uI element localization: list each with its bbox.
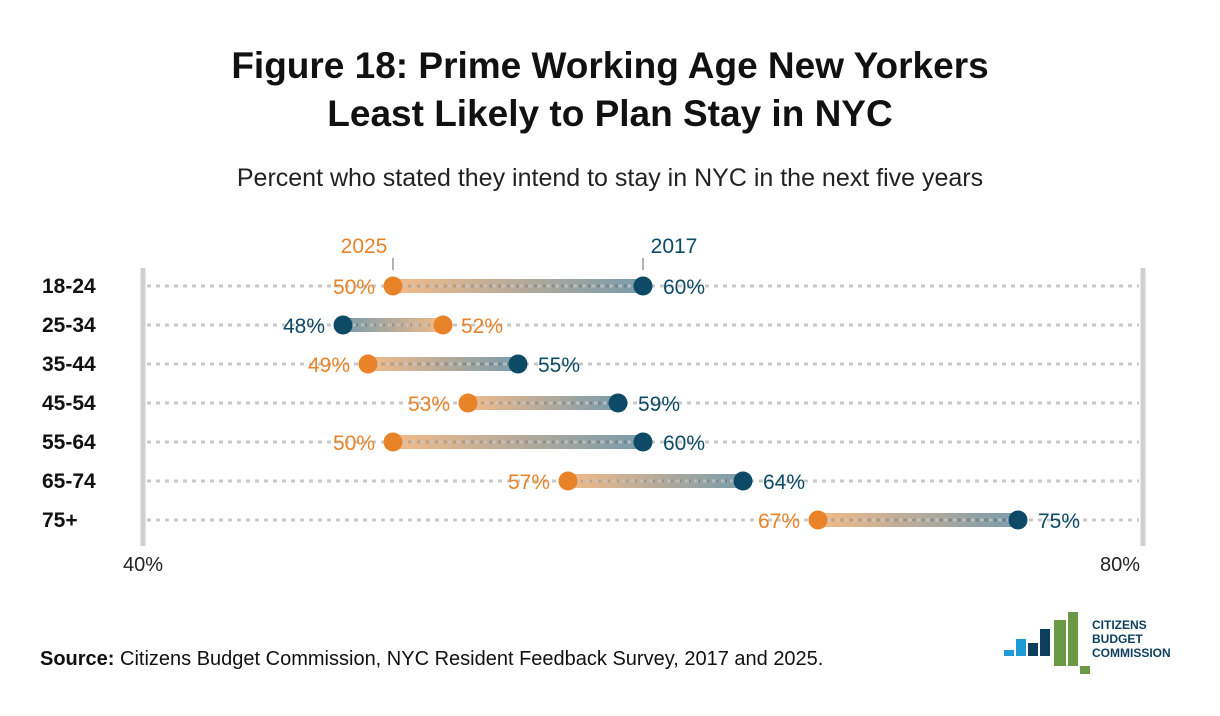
chart-title: Figure 18: Prime Working Age New Yorkers… [0, 42, 1220, 138]
logo-line-2: BUDGET [1092, 632, 1143, 646]
data-label-2025: 50% [333, 276, 375, 299]
x-tick-label: 40% [123, 554, 163, 576]
data-label-2017: 60% [663, 276, 705, 299]
data-label-2025: 53% [408, 393, 450, 416]
source-note: Source: Citizens Budget Commission, NYC … [40, 648, 823, 671]
point-2025 [808, 510, 828, 530]
point-2025 [383, 432, 403, 452]
connector-bar [568, 474, 743, 488]
chart-subtitle: Percent who stated they intend to stay i… [236, 164, 984, 192]
point-2017 [508, 354, 528, 374]
data-label-2017: 48% [283, 315, 325, 338]
data-label-2017: 64% [763, 471, 805, 494]
point-2025 [433, 315, 453, 335]
source-text: Citizens Budget Commission, NYC Resident… [120, 648, 824, 670]
connector-bar [343, 318, 443, 332]
point-2025 [383, 276, 403, 296]
category-label: 75+ [42, 509, 78, 532]
category-label: 18-24 [42, 275, 96, 298]
legend-label-2017: 2017 [651, 235, 698, 258]
data-label-2017: 60% [663, 432, 705, 455]
data-label-2025: 52% [461, 315, 503, 338]
logo-line-3: COMMISSION [1092, 646, 1171, 660]
category-label: 25-34 [42, 314, 96, 337]
data-label-2025: 57% [508, 471, 550, 494]
connector-bar [393, 279, 643, 293]
data-label-2017: 55% [538, 354, 580, 377]
connector-bar [393, 435, 643, 449]
category-label: 55-64 [42, 431, 96, 454]
point-2017 [733, 471, 753, 491]
dumbbell-chart: 40% 80% 18-24 50% 60% 25-34 52% 48% 35-44 49% 55% 4… [42, 235, 1146, 576]
category-label: 65-74 [42, 470, 96, 493]
point-2017 [633, 432, 653, 452]
point-2017 [1008, 510, 1028, 530]
point-2025 [458, 393, 478, 413]
cbc-logo-icon [1004, 612, 1090, 674]
data-label-2025: 49% [308, 354, 350, 377]
category-label: 45-54 [42, 392, 96, 415]
data-label-2017: 75% [1038, 510, 1080, 533]
legend-label-2025: 2025 [341, 235, 388, 258]
title-line-1: Figure 18: Prime Working Age New Yorkers [231, 45, 989, 86]
data-label-2025: 67% [758, 510, 800, 533]
source-label: Source: [40, 648, 115, 670]
data-label-2017: 59% [638, 393, 680, 416]
point-2017 [608, 393, 628, 413]
title-line-2: Least Likely to Plan Stay in NYC [327, 93, 893, 134]
point-2017 [333, 315, 353, 335]
x-tick-label: 80% [1100, 554, 1140, 576]
point-2025 [558, 471, 578, 491]
logo-line-1: CITIZENS [1092, 618, 1147, 632]
data-label-2025: 50% [333, 432, 375, 455]
category-label: 35-44 [42, 353, 96, 376]
point-2017 [633, 276, 653, 296]
point-2025 [358, 354, 378, 374]
logo-text: CITIZENS BUDGET COMMISSION [1092, 618, 1171, 660]
